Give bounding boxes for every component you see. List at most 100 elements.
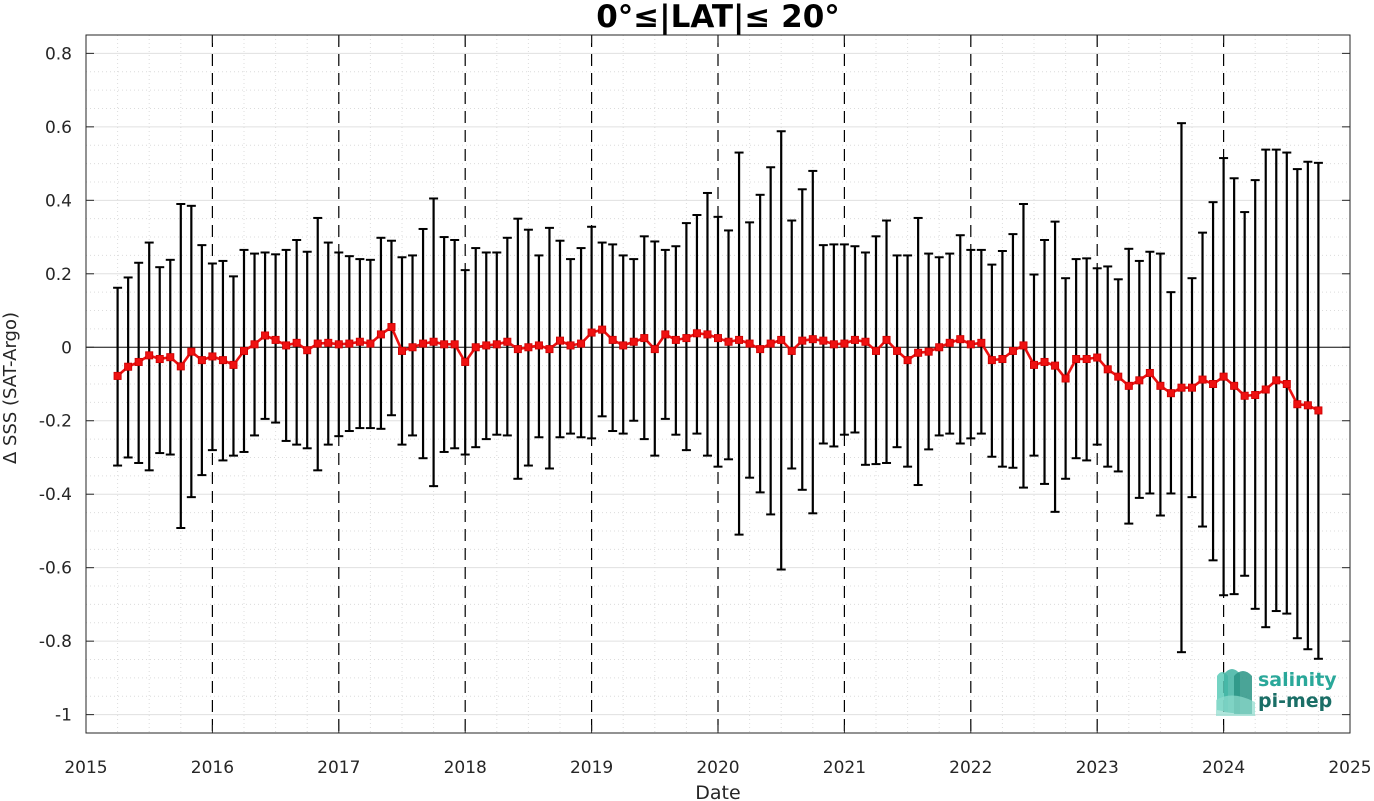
y-tick-label: 0.8 <box>45 44 72 64</box>
data-point <box>1219 372 1228 381</box>
data-point <box>829 340 838 349</box>
data-point <box>619 341 628 350</box>
data-point <box>513 345 522 354</box>
error-bar <box>776 130 786 571</box>
x-tick-label: 2019 <box>570 758 613 778</box>
y-tick-label: -0.8 <box>39 632 72 652</box>
data-point <box>819 336 828 345</box>
data-point <box>376 330 385 339</box>
data-point <box>598 325 607 334</box>
data-point <box>735 335 744 344</box>
data-point <box>1209 379 1218 388</box>
data-point <box>492 340 501 349</box>
data-point <box>1103 365 1112 374</box>
data-point <box>1261 385 1270 394</box>
data-point <box>977 338 986 347</box>
data-point <box>1166 389 1175 398</box>
x-tick-label: 2022 <box>949 758 992 778</box>
data-point <box>1188 383 1197 392</box>
x-tick-label: 2024 <box>1202 758 1245 778</box>
data-point <box>914 348 923 357</box>
data-point <box>766 339 775 348</box>
error-bar <box>860 251 870 466</box>
y-tick-label: -0.2 <box>39 412 72 432</box>
data-point <box>671 335 680 344</box>
data-point <box>966 340 975 349</box>
data-point <box>903 356 912 365</box>
data-point <box>787 346 796 355</box>
x-axis-label: Date <box>695 782 740 801</box>
data-point <box>808 335 817 344</box>
data-point <box>577 339 586 348</box>
data-point <box>187 347 196 356</box>
data-point <box>692 329 701 338</box>
error-bar <box>755 193 765 494</box>
data-point <box>366 339 375 348</box>
x-tick-label: 2023 <box>1076 758 1119 778</box>
data-point <box>113 371 122 380</box>
data-point <box>935 343 944 352</box>
data-point <box>1114 372 1123 381</box>
data-point <box>208 352 217 361</box>
data-point <box>987 356 996 365</box>
data-point <box>1030 360 1039 369</box>
data-point <box>629 337 638 346</box>
data-point <box>218 356 227 365</box>
data-point <box>703 330 712 339</box>
x-tick-label: 2020 <box>696 758 739 778</box>
axes <box>85 34 1351 734</box>
data-point <box>661 330 670 339</box>
data-point <box>429 337 438 346</box>
data-point <box>1124 381 1133 390</box>
data-point <box>587 328 596 337</box>
data-point <box>840 339 849 348</box>
data-point <box>745 339 754 348</box>
data-point <box>756 345 765 354</box>
data-point <box>239 346 248 355</box>
data-point <box>250 340 259 349</box>
data-point <box>1282 379 1291 388</box>
data-point <box>419 339 428 348</box>
data-point <box>197 356 206 365</box>
data-point <box>872 346 881 355</box>
data-point <box>650 345 659 354</box>
data-point <box>1135 376 1144 385</box>
data-point <box>155 355 164 364</box>
data-point <box>324 338 333 347</box>
data-point <box>1251 391 1260 400</box>
data-point <box>1198 375 1207 384</box>
data-point <box>893 346 902 355</box>
data-point <box>556 336 565 345</box>
x-tick-label: 2018 <box>444 758 487 778</box>
y-tick-label: 0.4 <box>45 191 72 211</box>
data-point <box>956 335 965 344</box>
data-point <box>998 355 1007 364</box>
x-tick-label: 2021 <box>823 758 866 778</box>
data-point <box>145 351 154 360</box>
data-point <box>408 343 417 352</box>
salinity-pi-mep-logo: salinity pi-mep <box>1216 669 1337 716</box>
data-point <box>1293 400 1302 409</box>
data-point <box>777 335 786 344</box>
y-tick-label: -0.4 <box>39 485 72 505</box>
data-point <box>1145 368 1154 377</box>
y-tick-label: 0.2 <box>45 265 72 285</box>
data-point <box>1230 381 1239 390</box>
data-point <box>124 362 133 371</box>
data-point <box>1240 391 1249 400</box>
error-bar <box>502 236 512 437</box>
y-axis-label: Δ SSS (SAT-Argo) <box>0 312 21 464</box>
data-point <box>1093 353 1102 362</box>
data-point <box>334 340 343 349</box>
data-point <box>1314 406 1323 415</box>
data-point <box>282 341 291 350</box>
data-point <box>345 339 354 348</box>
data-point <box>1177 383 1186 392</box>
x-tick-label: 2017 <box>317 758 360 778</box>
data-point <box>313 339 322 348</box>
data-point <box>355 337 364 346</box>
y-tick-label: -1 <box>55 706 72 726</box>
data-point <box>924 347 933 356</box>
chart-title: 0°≤|LAT|≤ 20° <box>596 0 840 35</box>
